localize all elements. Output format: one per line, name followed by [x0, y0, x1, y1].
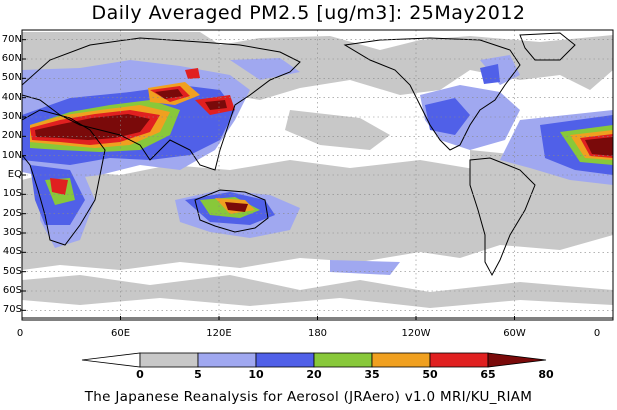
lat-label: 50S — [2, 265, 22, 277]
colorbar-label: 0 — [136, 368, 144, 381]
lat-label: 40N — [1, 91, 22, 103]
map-grid — [22, 30, 613, 320]
lon-label: 0 — [593, 328, 601, 339]
map-title: Daily Averaged PM2.5 [ug/m3]: 25May2012 — [91, 2, 526, 24]
lon-label: 120E — [206, 328, 232, 339]
colorbar-segment — [255, 352, 315, 368]
lat-label: 50N — [1, 72, 22, 84]
lat-label: EQ — [7, 169, 22, 180]
lat-label: 70S — [2, 304, 22, 316]
colorbar-label: 10 — [248, 368, 264, 381]
colorbar-label: 50 — [422, 368, 438, 381]
lon-label: 180 — [307, 328, 328, 339]
colorbar-segment — [487, 352, 547, 368]
colorbar-label: 35 — [364, 368, 380, 381]
lon-label: 60W — [503, 328, 526, 339]
lon-label: 120W — [401, 328, 431, 339]
lat-label: 30S — [2, 227, 22, 238]
lat-label: 10N — [1, 149, 22, 161]
colorbar-segment — [371, 352, 431, 368]
lat-label: 70N — [1, 33, 22, 45]
colorbar — [81, 352, 547, 368]
colorbar-segment — [139, 352, 199, 368]
lon-label: 0 — [16, 328, 24, 339]
axis-ticks — [21, 39, 614, 320]
colorbar-label: 5 — [194, 368, 202, 381]
lat-label: 30N — [1, 111, 22, 122]
lon-label: 60E — [110, 328, 131, 339]
lat-label: 20S — [2, 207, 22, 219]
colorbar-segment — [81, 352, 141, 368]
lat-label: 60S — [2, 285, 22, 296]
colorbar-label: 65 — [480, 368, 496, 381]
lat-label: 10S — [2, 188, 22, 200]
lat-label: 40S — [2, 246, 22, 258]
colorbar-segment — [429, 352, 489, 368]
aerosol-field — [22, 30, 613, 320]
colorbar-label: 20 — [306, 368, 322, 381]
colorbar-segment — [197, 352, 257, 368]
colorbar-label: 80 — [538, 368, 554, 381]
map-footer: The Japanese Reanalysis for Aerosol (JRA… — [84, 389, 533, 405]
lat-label: 20N — [1, 130, 22, 142]
lat-label: 60N — [1, 53, 22, 64]
colorbar-segment — [313, 352, 373, 368]
